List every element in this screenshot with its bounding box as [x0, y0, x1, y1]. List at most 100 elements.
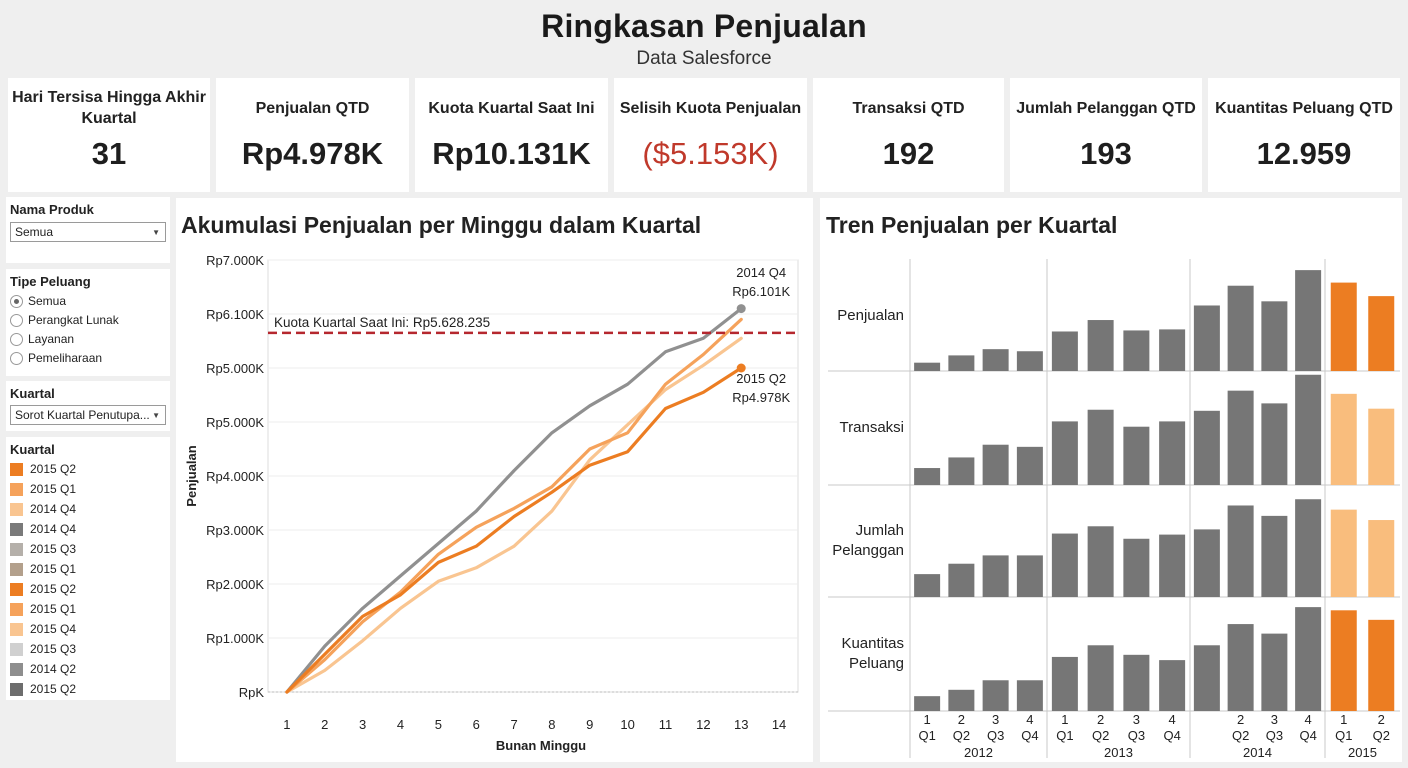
quarter-number-label: 1 [924, 712, 931, 727]
x-tick-label: 10 [620, 717, 634, 732]
legend-item[interactable]: 2015 Q4 [10, 620, 76, 638]
quarter-label: Q4 [1021, 728, 1038, 743]
legend-item[interactable]: 2015 Q1 [10, 560, 76, 578]
radio-option-semua[interactable]: Semua [10, 292, 66, 310]
legend-swatch [10, 522, 23, 536]
kpi-card-quarter-quota: Kuota Kuartal Saat Ini Rp10.131K [415, 78, 608, 192]
legend-item[interactable]: 2014 Q2 [10, 660, 76, 678]
radio-icon [10, 332, 23, 346]
legend-label: 2014 Q4 [30, 502, 77, 516]
y-tick-label: Rp2.000K [206, 577, 264, 592]
product-select[interactable]: Semua ▼ [10, 222, 166, 242]
quarter-number-label: 1 [1061, 712, 1068, 727]
bar [1368, 520, 1395, 597]
bar [1261, 515, 1288, 597]
filter-product: Nama Produk Semua ▼ [6, 197, 170, 263]
bar [1051, 533, 1078, 597]
legend-label: 2015 Q2 [30, 582, 77, 596]
quarter-label: Q1 [1335, 728, 1352, 743]
radio-option-layanan[interactable]: Layanan [10, 330, 74, 348]
legend-swatch [10, 662, 23, 676]
quarter-select-value: Sorot Kuartal Penutupa... [15, 408, 150, 422]
quarter-label: Q3 [1128, 728, 1145, 743]
quarter-label: Q2 [953, 728, 970, 743]
legend-item[interactable]: 2015 Q3 [10, 640, 76, 658]
y-tick-label: Rp5.000K [206, 415, 264, 430]
bar [1295, 270, 1322, 371]
quarter-label: Q4 [1299, 728, 1316, 743]
legend-label: 2015 Q4 [30, 622, 77, 636]
radio-option-pemeliharaan[interactable]: Pemeliharaan [10, 349, 102, 367]
quarter-number-label: 3 [1133, 712, 1140, 727]
legend-item[interactable]: 2015 Q1 [10, 600, 76, 618]
legend-swatch [10, 682, 23, 696]
radio-icon [10, 313, 23, 327]
legend-item[interactable]: 2015 Q3 [10, 540, 76, 558]
radio-selected-icon [10, 294, 23, 308]
bar [1368, 408, 1395, 485]
bar [1123, 654, 1150, 711]
quarter-legend: Kuartal 2015 Q2 2015 Q1 2014 Q4 2014 Q4 2015… [6, 437, 170, 700]
legend-label: 2015 Q1 [30, 482, 77, 496]
bar [1295, 499, 1322, 597]
page-title: Ringkasan Penjualan [541, 8, 867, 44]
x-tick-label: 1 [283, 717, 290, 732]
bar [1227, 624, 1254, 711]
kpi-label: Jumlah Pelanggan QTD [1016, 99, 1196, 117]
bar [1193, 645, 1220, 711]
legend-item[interactable]: 2015 Q2 [10, 460, 76, 478]
radio-option-label: Layanan [28, 332, 75, 346]
y-tick-label: Rp6.100K [206, 307, 264, 322]
row-label: Pelanggan [832, 542, 904, 559]
kpi-card-customers-qtd: Jumlah Pelanggan QTD 193 [1010, 78, 1202, 192]
quarter-number-label: 4 [1169, 712, 1176, 727]
y-tick-label: Rp7.000K [206, 253, 264, 268]
bar [914, 574, 941, 597]
legend-item[interactable]: 2014 Q4 [10, 520, 76, 538]
y-tick-label: Rp3.000K [206, 523, 264, 538]
x-tick-label: 2 [321, 717, 328, 732]
legend-swatch [10, 582, 23, 596]
bar [1193, 410, 1220, 485]
kpi-card-days-left: Hari Tersisa Hingga Akhir Kuartal 31 [8, 78, 210, 192]
radio-option-label: Perangkat Lunak [28, 313, 119, 327]
x-tick-label: 7 [510, 717, 517, 732]
legend-item[interactable]: 2014 Q4 [10, 500, 76, 518]
legend-item[interactable]: 2015 Q2 [10, 580, 76, 598]
kpi-value: 193 [1080, 136, 1132, 171]
radio-option-perangkat-lunak[interactable]: Perangkat Lunak [10, 311, 119, 329]
bar [1051, 656, 1078, 711]
quarter-select[interactable]: Sorot Kuartal Penutupa... ▼ [10, 405, 166, 425]
radio-icon [10, 351, 23, 365]
page-subtitle: Data Salesforce [636, 48, 772, 69]
legend-title: Kuartal [10, 442, 55, 457]
bar [1123, 426, 1150, 485]
legend-swatch [10, 642, 23, 656]
bar [1227, 505, 1254, 597]
legend-item[interactable]: 2015 Q1 [10, 480, 76, 498]
quarter-number-label: 2 [1237, 712, 1244, 727]
bar [1051, 421, 1078, 485]
x-tick-label: 4 [397, 717, 404, 732]
filter-opportunity-type: Tipe Peluang Semua Perangkat Lunak Layan… [6, 269, 170, 376]
kpi-card-quota-gap: Selisih Kuota Penjualan ($5.153K) [614, 78, 807, 192]
product-select-value: Semua [15, 225, 54, 239]
x-tick-label: 9 [586, 717, 593, 732]
filter-product-title: Nama Produk [10, 202, 94, 217]
quarter-label: Q2 [1232, 728, 1249, 743]
annotation-value: Rp6.101K [732, 284, 790, 299]
bar [1295, 607, 1322, 711]
quarterly-trend-panel: Tren Penjualan per Kuartal Penjualan Tran… [820, 198, 1402, 762]
y-axis-label: Penjualan [184, 445, 199, 506]
year-label: 2014 [1243, 745, 1272, 760]
bar [1016, 446, 1043, 485]
legend-item[interactable]: 2015 Q2 [10, 680, 76, 698]
bar [914, 468, 941, 485]
bar-chart-title: Tren Penjualan per Kuartal [826, 212, 1118, 238]
bar [948, 457, 975, 485]
bar [1193, 305, 1220, 371]
bar [982, 555, 1009, 597]
bar [948, 689, 975, 711]
bar [1123, 538, 1150, 597]
quarter-label: Q2 [1373, 728, 1390, 743]
